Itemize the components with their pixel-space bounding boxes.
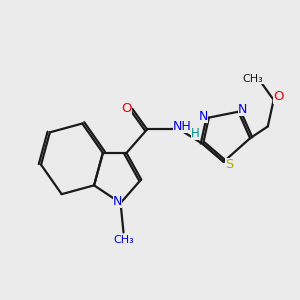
Text: S: S bbox=[225, 158, 234, 171]
Text: O: O bbox=[121, 102, 132, 115]
Text: CH₃: CH₃ bbox=[113, 235, 134, 245]
Text: N: N bbox=[238, 103, 248, 116]
Text: N: N bbox=[113, 195, 122, 208]
Text: H: H bbox=[191, 127, 200, 140]
Text: NH: NH bbox=[173, 120, 192, 133]
Text: N: N bbox=[198, 110, 208, 123]
Text: CH₃: CH₃ bbox=[243, 74, 263, 84]
Text: O: O bbox=[273, 91, 283, 103]
